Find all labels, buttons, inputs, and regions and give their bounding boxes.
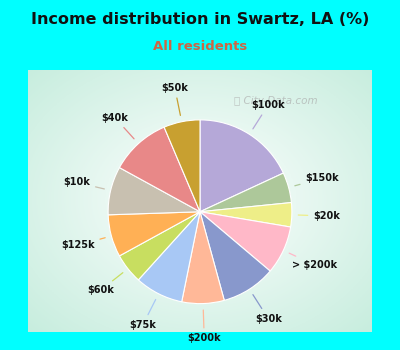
Wedge shape: [108, 212, 200, 256]
Text: $150k: $150k: [295, 173, 339, 186]
Text: All residents: All residents: [153, 40, 247, 53]
Wedge shape: [200, 173, 292, 212]
Wedge shape: [138, 212, 200, 302]
Text: $60k: $60k: [87, 273, 123, 295]
Text: ⓘ City-Data.com: ⓘ City-Data.com: [234, 96, 318, 106]
Text: $10k: $10k: [63, 177, 104, 189]
Wedge shape: [200, 212, 290, 271]
Wedge shape: [200, 120, 283, 212]
Text: Income distribution in Swartz, LA (%): Income distribution in Swartz, LA (%): [31, 12, 369, 27]
Wedge shape: [182, 212, 224, 303]
Text: > $200k: > $200k: [289, 253, 338, 270]
Text: $40k: $40k: [102, 113, 134, 139]
Wedge shape: [164, 120, 200, 212]
Wedge shape: [200, 212, 270, 300]
Wedge shape: [200, 203, 292, 227]
Wedge shape: [108, 168, 200, 215]
Wedge shape: [120, 212, 200, 280]
Text: $20k: $20k: [298, 211, 340, 221]
Text: $100k: $100k: [252, 100, 285, 129]
Text: $125k: $125k: [61, 238, 105, 250]
Text: $30k: $30k: [253, 295, 282, 324]
Text: $50k: $50k: [161, 83, 188, 116]
Text: $200k: $200k: [188, 310, 221, 343]
Wedge shape: [120, 127, 200, 212]
Text: $75k: $75k: [129, 300, 156, 330]
